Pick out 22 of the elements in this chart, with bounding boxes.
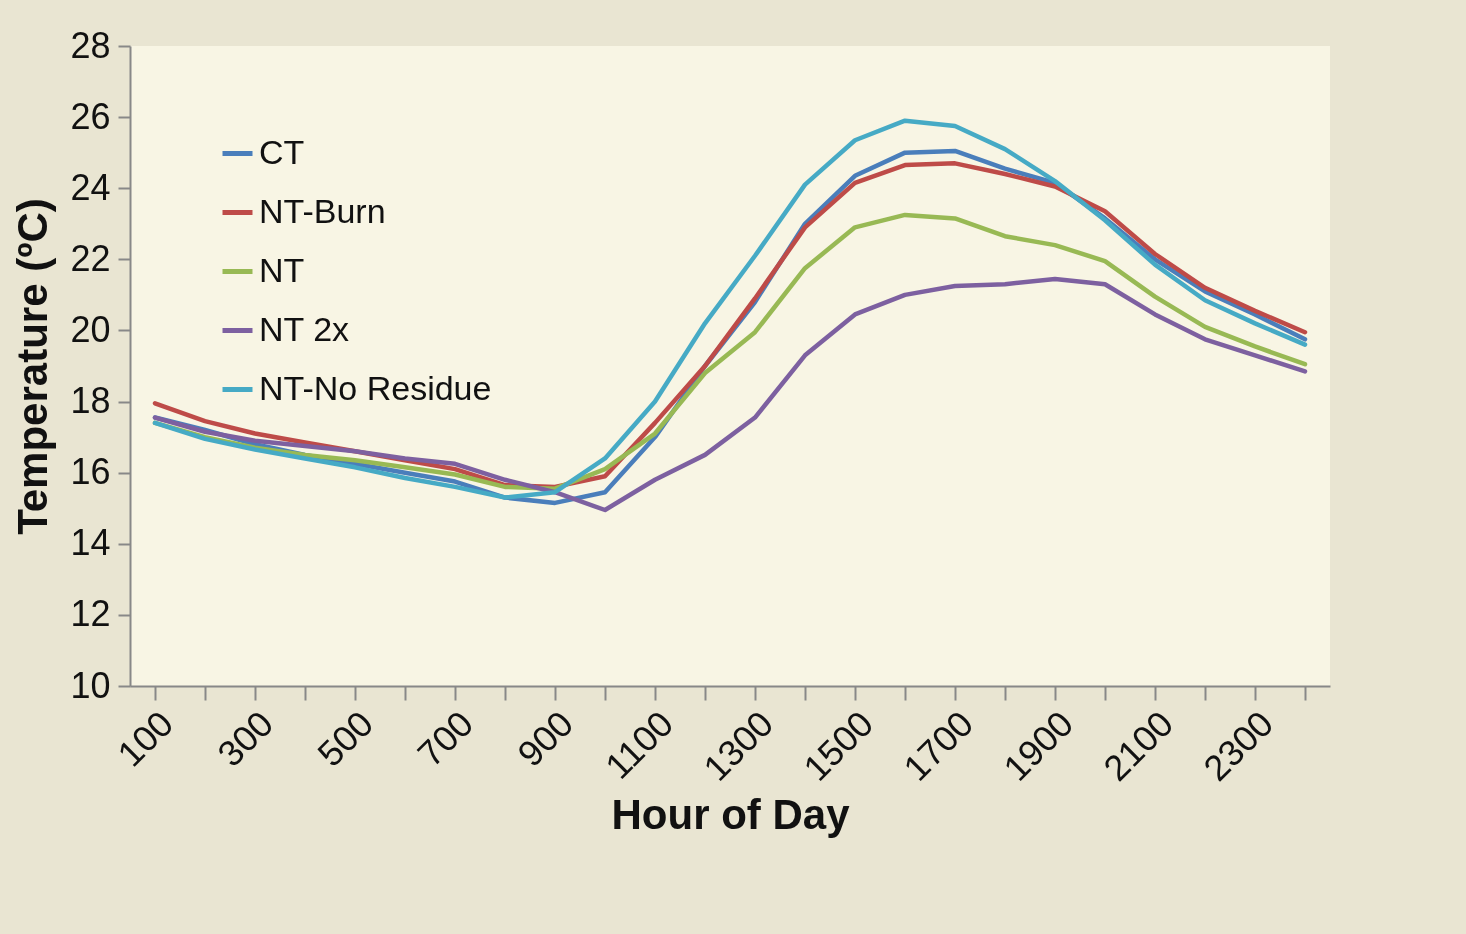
y-tick-label: 18: [70, 380, 111, 422]
y-tick-label: 14: [70, 522, 111, 564]
y-tick-label: 26: [70, 95, 111, 137]
legend-label: NT-Burn: [259, 191, 386, 230]
x-tick-label: 900: [509, 702, 581, 775]
x-axis-title: Hour of Day: [611, 790, 851, 838]
y-tick-label: 12: [70, 593, 111, 635]
y-tick-label: 20: [70, 308, 111, 350]
x-tick-label: 300: [209, 702, 281, 775]
legend-label: NT: [259, 250, 305, 289]
y-tick-label: 24: [70, 166, 111, 208]
y-tick-label: 10: [70, 664, 111, 706]
legend-label: NT 2x: [259, 309, 350, 348]
x-tick-label: 500: [309, 702, 381, 775]
y-tick-label: 22: [70, 237, 111, 279]
legend-label: NT-No Residue: [259, 368, 492, 407]
legend-label: CT: [259, 132, 305, 171]
y-tick-label: 28: [70, 24, 111, 66]
x-tick-label: 100: [109, 702, 181, 775]
y-axis-title: Temperature (ºC): [9, 198, 57, 535]
y-tick-label: 16: [70, 451, 111, 493]
x-tick-label: 700: [409, 702, 481, 775]
